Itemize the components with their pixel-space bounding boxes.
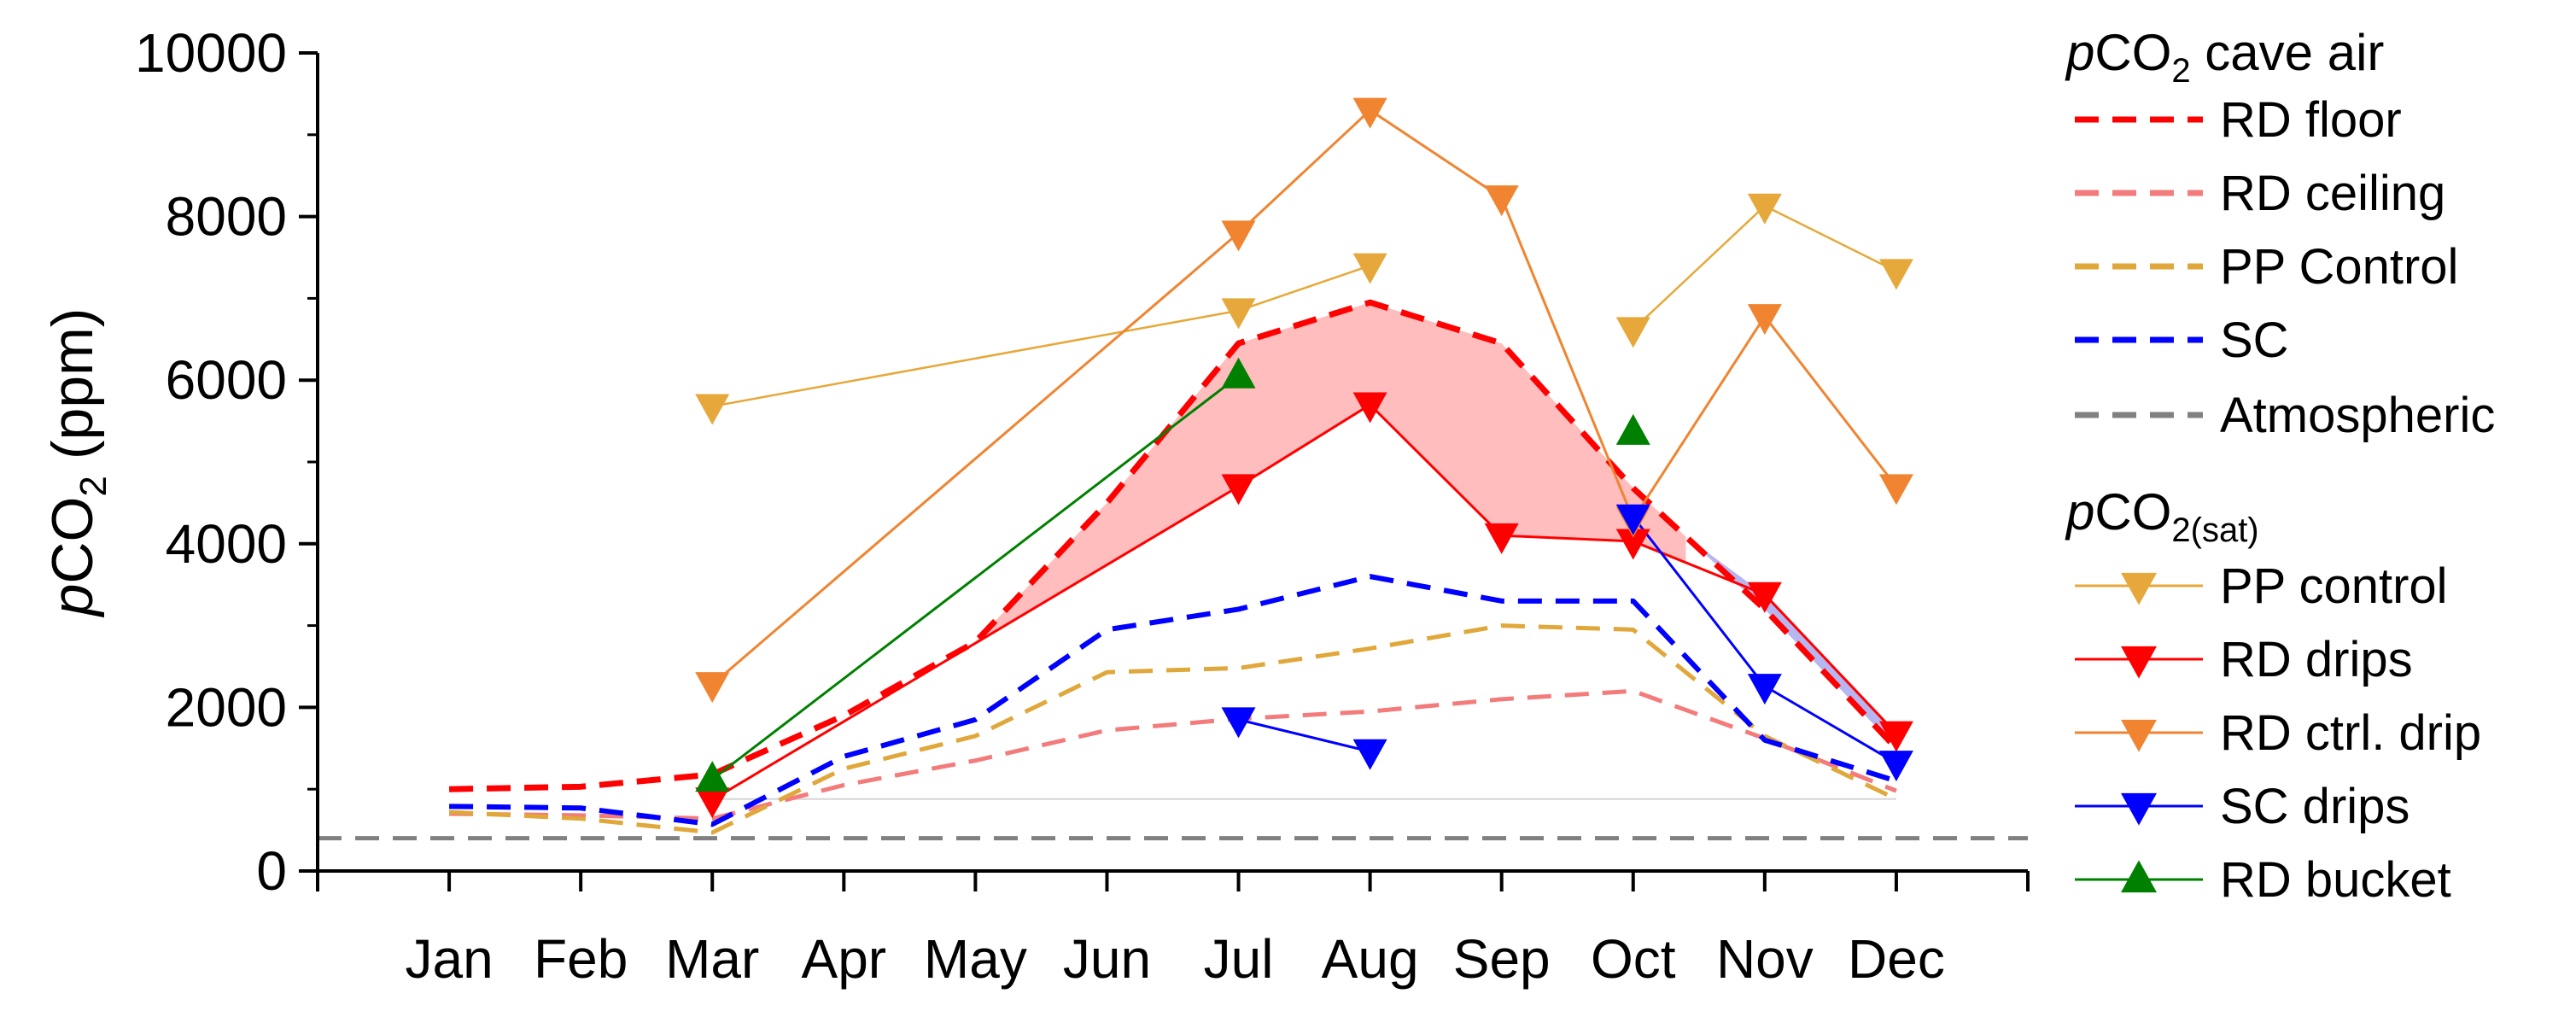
y-tick-label: 8000 (166, 186, 287, 248)
x-tick-label: Mar (665, 928, 759, 990)
marker-rd_drips-5 (1747, 582, 1782, 613)
legend-group-sat: pCO2(sat) (2065, 483, 2259, 549)
legend-label-sc_drips: SC drips (2220, 779, 2410, 834)
x-tick-label: Jan (405, 928, 493, 990)
line-sc_drips (1238, 718, 1370, 753)
marker-sc_drips-1 (1352, 739, 1387, 770)
legend-marker-rd_ctrl_drip (2121, 719, 2157, 752)
legend-label-rd_ctrl_drip: RD ctrl. drip (2220, 705, 2481, 761)
marker-rd_ctrl_drip-2 (1352, 97, 1387, 129)
x-tick-label: Sep (1453, 928, 1551, 990)
legend-label-rd_floor: RD floor (2220, 92, 2402, 148)
marker-sc_drips-0 (1221, 707, 1256, 739)
legend-group-cave-air: pCO2 cave air (2065, 24, 2384, 90)
marker-sc_drips-2 (1615, 504, 1650, 535)
line-rd_floor (449, 299, 1899, 792)
series-lines (318, 108, 2028, 841)
x-tick-label: Aug (1322, 928, 1419, 990)
marker-rd_drips-4 (1615, 529, 1650, 560)
legend-marker-rd_drips (2121, 646, 2157, 679)
series-markers (695, 97, 1913, 819)
axes (299, 51, 2030, 891)
marker-pp_control_drip-5 (1878, 259, 1913, 290)
legend-marker-sc_drips (2121, 792, 2157, 826)
marker-sc_drips-4 (1878, 751, 1913, 782)
y-axis-title-rest: (ppm) (40, 308, 105, 476)
legend-label-pp_control_air: PP Control (2220, 239, 2458, 295)
marker-rd_ctrl_drip-6 (1878, 474, 1913, 506)
legend-group-cave-air-rest: cave air (2191, 24, 2385, 81)
x-tick-label: Jul (1204, 928, 1274, 990)
legend-group-sat-sub: 2(sat) (2171, 511, 2258, 549)
marker-pp_control_drip-1 (1221, 298, 1256, 330)
legend-label-sc_air: SC (2220, 313, 2289, 368)
y-tick-label: 0 (256, 840, 287, 902)
legend-marker-pp_control_drip (2121, 572, 2157, 605)
x-tick-label: Oct (1591, 928, 1676, 990)
legend-label-rd_ceiling: RD ceiling (2220, 166, 2445, 221)
legend-group-cave-air-sub: 2 (2171, 52, 2190, 90)
legend-label-pp_control_drip: PP control (2220, 558, 2448, 614)
x-tick-label: Apr (802, 928, 887, 990)
line-pp_control_air (448, 623, 1898, 835)
marker-rd_drips-3 (1484, 523, 1519, 554)
line-rd_bucket (711, 375, 1240, 780)
marker-pp_control_drip-2 (1352, 253, 1387, 284)
x-tick-label: May (924, 928, 1027, 990)
legend-label-rd_bucket: RD bucket (2220, 852, 2451, 908)
y-axis-title-sub: 2 (73, 476, 114, 496)
marker-sc_drips-3 (1747, 674, 1782, 705)
legend-group-sat-base: CO (2094, 483, 2171, 541)
marker-pp_control_drip-3 (1615, 317, 1650, 348)
x-tick-label: Dec (1848, 928, 1945, 990)
line-rd_drips (711, 403, 1898, 801)
marker-rd_bucket-0 (695, 761, 730, 792)
y-axis-title-base: CO (40, 497, 105, 584)
line-rd_ceiling (449, 688, 1897, 821)
y-axis-title: pCO2 (ppm) (40, 308, 114, 618)
legend-group-cave-air-italic: p (2065, 24, 2094, 81)
y-tick-label: 10000 (135, 22, 287, 84)
marker-rd_ctrl_drip-0 (695, 672, 730, 704)
legend-group-sat-italic: p (2065, 483, 2094, 541)
legend-label-rd_drips: RD drips (2220, 632, 2413, 687)
marker-rd_ctrl_drip-1 (1221, 220, 1256, 252)
tick-labels: 0 2000 4000 6000 8000 10000 Jan Feb Mar Apr May Jun… (40, 22, 1945, 990)
fill-rd-floor-vs-drips (975, 302, 1686, 644)
legend-label-atmospheric: Atmospheric (2220, 388, 2495, 443)
marker-rd_bucket-2 (1615, 413, 1650, 445)
legend-marker-rd_bucket (2121, 860, 2157, 893)
legend-group-cave-air-base: CO (2094, 24, 2171, 81)
marker-pp_control_drip-0 (695, 394, 730, 425)
marker-rd_drips-6 (1878, 721, 1913, 752)
marker-rd_ctrl_drip-3 (1484, 185, 1519, 217)
marker-rd_drips-1 (1221, 474, 1256, 506)
y-tick-label: 6000 (166, 349, 287, 411)
line-sc_air (449, 574, 1897, 827)
marker-rd_drips-0 (695, 787, 730, 819)
y-axis-title-italic: p (40, 584, 105, 618)
x-tick-label: Feb (534, 928, 628, 990)
difference-fills (712, 302, 1896, 800)
x-tick-label: Nov (1716, 928, 1814, 990)
y-tick-label: 4000 (166, 513, 287, 575)
marker-rd_bucket-1 (1221, 357, 1256, 389)
marker-rd_ctrl_drip-5 (1747, 304, 1782, 336)
marker-rd_drips-2 (1352, 392, 1387, 424)
y-tick-label: 2000 (166, 676, 287, 738)
marker-pp_control_drip-4 (1747, 193, 1782, 225)
x-tick-label: Jun (1063, 928, 1151, 990)
